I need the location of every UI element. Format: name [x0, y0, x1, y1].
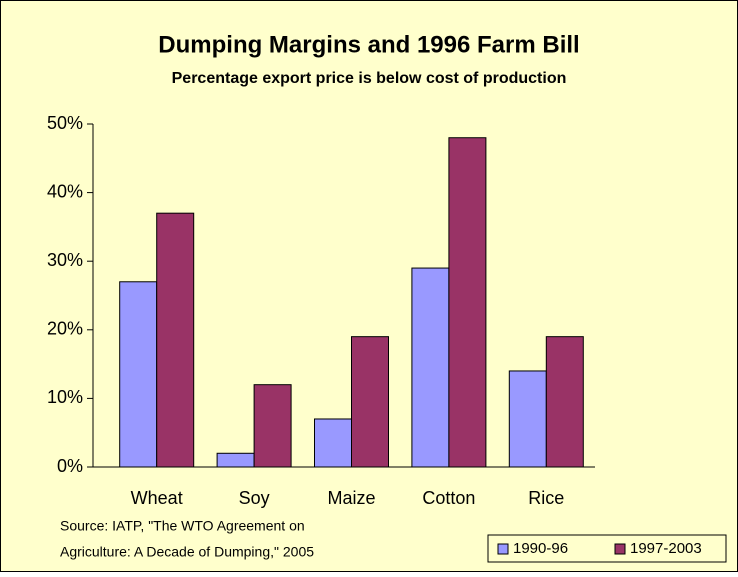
- source-note: Agriculture: A Decade of Dumping," 2005: [60, 544, 314, 560]
- bar: [545, 336, 584, 468]
- x-tick-label: Rice: [528, 488, 564, 508]
- bar: [156, 212, 195, 468]
- source-note: Source: IATP, "The WTO Agreement on: [60, 518, 305, 534]
- bar: [314, 418, 352, 468]
- x-tick-label: Wheat: [131, 488, 183, 508]
- y-tick-label: 10%: [47, 387, 83, 407]
- y-tick-label: 30%: [47, 250, 83, 270]
- legend-box: [487, 534, 727, 563]
- bar: [253, 384, 292, 468]
- legend-swatch: [497, 543, 509, 555]
- bar: [119, 281, 158, 468]
- y-tick-label: 20%: [47, 319, 83, 339]
- bar: [448, 137, 487, 468]
- chart-title: Dumping Margins and 1996 Farm Bill: [158, 31, 579, 58]
- legend-label: 1997-2003: [630, 540, 702, 557]
- x-tick-label: Maize: [327, 488, 375, 508]
- y-tick-label: 0%: [57, 456, 83, 476]
- bar: [351, 336, 389, 468]
- bar: [411, 267, 450, 468]
- legend-swatch: [614, 543, 626, 555]
- y-tick-label: 50%: [47, 113, 83, 133]
- chart-subtitle: Percentage export price is below cost of…: [172, 70, 567, 87]
- x-tick-label: Soy: [239, 488, 270, 508]
- bar: [216, 452, 255, 468]
- bar: [508, 370, 547, 468]
- legend-label: 1990-96: [513, 540, 568, 557]
- x-tick-label: Cotton: [422, 488, 475, 508]
- y-tick-label: 40%: [47, 181, 83, 201]
